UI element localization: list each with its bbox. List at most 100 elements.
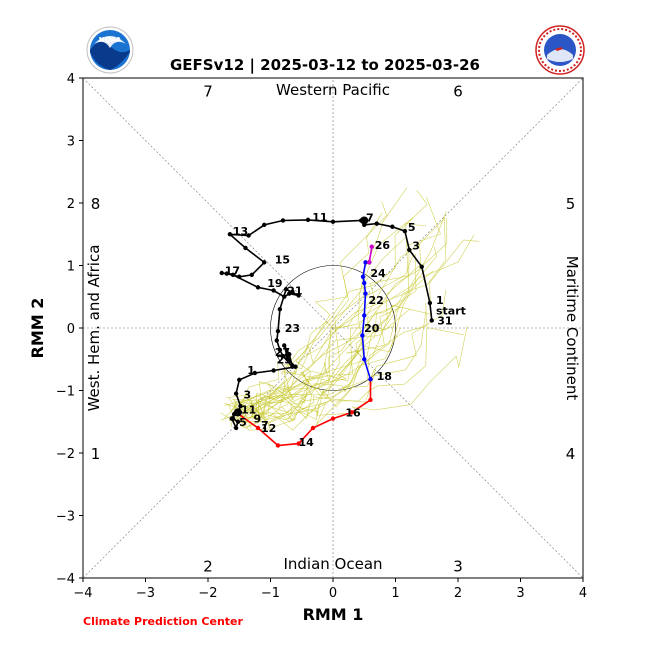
ensemble-member-line (250, 327, 464, 424)
series-point (363, 291, 368, 296)
series-point (283, 287, 289, 292)
series-point (219, 270, 224, 276)
series-point (390, 224, 395, 229)
day-label: 26 (375, 239, 391, 252)
day-label: 15 (275, 253, 290, 266)
ensemble-member-line (228, 311, 377, 424)
y-tick-label: −2 (56, 447, 75, 462)
day-label: 25 (277, 353, 292, 366)
series-point (271, 368, 276, 373)
ensemble-member-line (220, 311, 427, 431)
series-point (280, 218, 286, 223)
series-point (402, 228, 408, 234)
y-tick-label: 4 (67, 72, 75, 87)
day-label: 27 (275, 346, 290, 359)
series-point (293, 364, 298, 369)
series-point (271, 288, 276, 293)
phase-label-3: 3 (453, 558, 463, 576)
x-tick-label: 3 (516, 586, 524, 601)
series-point (290, 364, 295, 369)
region-label-top: Western Pacific (276, 81, 390, 99)
day-label: 21 (287, 285, 302, 298)
series-point (224, 271, 229, 276)
noaa-logo-icon: NOAA (86, 26, 134, 74)
ensemble-member-line (242, 239, 480, 428)
ensemble-member-line (234, 307, 401, 423)
series-point (287, 352, 292, 357)
chart-title: GEFSv12 | 2025-03-12 to 2025-03-26 (170, 56, 480, 74)
series-point (287, 291, 292, 296)
series-point (252, 370, 258, 376)
series-point (362, 280, 367, 286)
series-point (230, 272, 236, 278)
region-label-left: West. Hem. and Africa (85, 245, 103, 412)
day-label: 16 (345, 406, 361, 419)
series-point (310, 425, 316, 431)
x-tick-label: −3 (136, 586, 155, 601)
y-tick-label: −1 (56, 385, 75, 400)
ensemble-member-line (240, 189, 428, 424)
noaa-logo-text: NOAA (99, 36, 122, 44)
series-point (275, 328, 281, 334)
series-point (280, 353, 286, 359)
series-point (367, 260, 372, 265)
series-point (362, 357, 367, 362)
series-point (296, 441, 301, 446)
ensemble-member-line (244, 211, 447, 419)
day-label: 1 (247, 364, 255, 377)
day-label: 5 (239, 416, 247, 429)
ensemble-member-line (237, 217, 445, 420)
series-point (407, 247, 412, 253)
series-point (368, 377, 373, 382)
x-tick-label: −1 (261, 586, 280, 601)
day-label: start (436, 305, 466, 318)
series-point (238, 403, 243, 409)
ensemble-member-line (224, 305, 393, 424)
series-point (246, 233, 251, 238)
y-tick-label: 3 (67, 135, 75, 150)
day-label: 14 (299, 436, 315, 449)
series-point (285, 357, 291, 362)
day-label: 9 (254, 413, 262, 426)
series-point (363, 260, 368, 265)
region-label-bottom: Indian Ocean (283, 555, 382, 573)
x-tick-label: 0 (329, 586, 337, 601)
day-label: 5 (408, 221, 416, 234)
x-tick-label: 1 (391, 586, 399, 601)
series-point (360, 274, 366, 279)
day-label: 19 (267, 277, 282, 290)
series-point (237, 377, 242, 383)
ensemble-member-line (236, 308, 410, 422)
series-point (330, 416, 336, 421)
day-label: 11 (312, 211, 327, 224)
y-tick-label: 1 (67, 260, 75, 275)
series-point (282, 343, 287, 348)
ensemble-member-line (240, 215, 447, 428)
marker-point (360, 216, 369, 225)
x-tick-label: −2 (198, 586, 217, 601)
series-line-forecast_tail (368, 246, 373, 263)
day-label: 11 (241, 403, 256, 416)
y-axis-label: RMM 2 (28, 298, 47, 359)
y-tick-label: 0 (67, 322, 75, 337)
series-point (330, 219, 336, 224)
day-label: 17 (225, 265, 240, 278)
series-point (275, 443, 281, 448)
series-point (233, 425, 239, 431)
marker-point (234, 408, 242, 417)
y-tick-label: −4 (56, 572, 75, 587)
series-point (429, 318, 434, 323)
series-point (305, 217, 311, 223)
ensemble-member-line (233, 246, 437, 419)
series-point (262, 260, 267, 265)
day-label: 23 (285, 322, 300, 335)
series-point (262, 222, 267, 228)
day-label: 18 (377, 370, 392, 383)
credit-text: Climate Prediction Center (83, 615, 243, 628)
day-label: 13 (233, 225, 248, 238)
phase-label-2: 2 (203, 558, 213, 576)
nws-logo-icon (535, 25, 585, 75)
unit-circle (270, 265, 396, 391)
day-label: 22 (369, 294, 384, 307)
